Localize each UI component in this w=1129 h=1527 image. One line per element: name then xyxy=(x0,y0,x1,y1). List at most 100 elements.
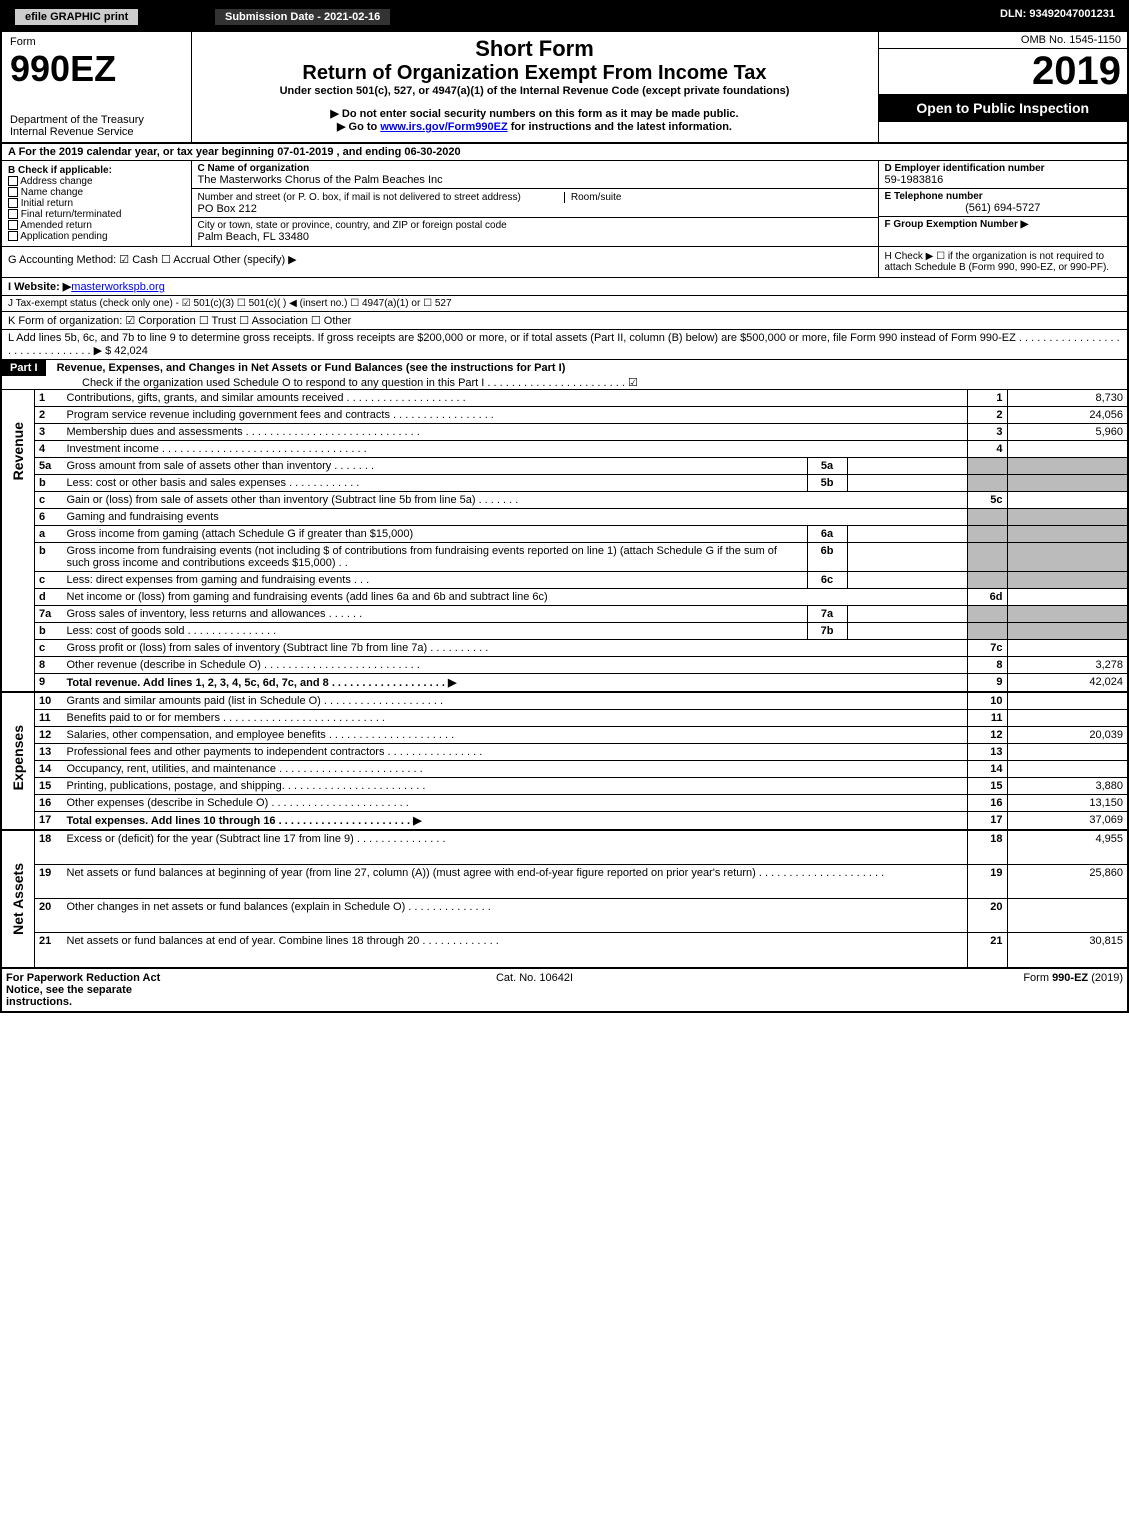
section-label: Expenses xyxy=(2,693,35,830)
E-val: (561) 694-5727 xyxy=(885,202,1122,214)
line-text: Occupancy, rent, utilities, and maintena… xyxy=(63,761,968,778)
line-num: b xyxy=(35,543,63,572)
amt-col xyxy=(1007,458,1127,475)
B-opt-1[interactable]: Name change xyxy=(8,187,185,198)
line-num: 9 xyxy=(35,674,63,693)
header-center: Short Form Return of Organization Exempt… xyxy=(191,32,878,143)
mini-amt xyxy=(847,572,967,589)
mini-amt xyxy=(847,458,967,475)
C-name: The Masterworks Chorus of the Palm Beach… xyxy=(198,174,872,186)
ref-col: 7c xyxy=(967,640,1007,657)
line-text: Grants and similar amounts paid (list in… xyxy=(63,693,968,710)
open-inspection: Open to Public Inspection xyxy=(879,94,1128,122)
line-num: 11 xyxy=(35,710,63,727)
amt-col xyxy=(1007,761,1127,778)
line-num: c xyxy=(35,640,63,657)
ref-col xyxy=(967,509,1007,526)
line-num: 18 xyxy=(35,831,63,864)
line-num: 19 xyxy=(35,864,63,898)
part1-check: Check if the organization used Schedule … xyxy=(2,376,1127,389)
part1-label: Part I xyxy=(2,360,46,376)
ref-col: 2 xyxy=(967,407,1007,424)
amt-col: 42,024 xyxy=(1007,674,1127,693)
line-num: 20 xyxy=(35,899,63,933)
amt-col xyxy=(1007,640,1127,657)
line-text: Net assets or fund balances at end of ye… xyxy=(63,933,968,967)
amt-col xyxy=(1007,744,1127,761)
amt-col: 3,880 xyxy=(1007,778,1127,795)
ref-col: 3 xyxy=(967,424,1007,441)
line-num: 14 xyxy=(35,761,63,778)
amt-col xyxy=(1007,441,1127,458)
C-room-label: Room/suite xyxy=(564,192,622,203)
line-num: 12 xyxy=(35,727,63,744)
amt-col xyxy=(1007,543,1127,572)
subtitle-1: Under section 501(c), 527, or 4947(a)(1)… xyxy=(200,85,870,97)
line-text: Net assets or fund balances at beginning… xyxy=(63,864,968,898)
ref-col: 12 xyxy=(967,727,1007,744)
website-link[interactable]: masterworkspb.org xyxy=(71,281,165,293)
B-opt-4[interactable]: Amended return xyxy=(8,220,185,231)
line-num: c xyxy=(35,492,63,509)
irs-link[interactable]: www.irs.gov/Form990EZ xyxy=(380,121,507,133)
line-text: Total revenue. Add lines 1, 2, 3, 4, 5c,… xyxy=(63,674,968,693)
amt-col: 8,730 xyxy=(1007,390,1127,407)
B-opt-5[interactable]: Application pending xyxy=(8,231,185,242)
C-city-label: City or town, state or province, country… xyxy=(198,220,872,231)
line-text: Net income or (loss) from gaming and fun… xyxy=(63,589,968,606)
line-text: Gross profit or (loss) from sales of inv… xyxy=(63,640,968,657)
ref-col: 6d xyxy=(967,589,1007,606)
ref-col: 14 xyxy=(967,761,1007,778)
line-text: Investment income . . . . . . . . . . . … xyxy=(63,441,968,458)
line-num: 15 xyxy=(35,778,63,795)
line-text: Total expenses. Add lines 10 through 16 … xyxy=(63,812,968,831)
B-opt-0[interactable]: Address change xyxy=(8,176,185,187)
ref-col xyxy=(967,458,1007,475)
line-num: 2 xyxy=(35,407,63,424)
ref-col: 13 xyxy=(967,744,1007,761)
submission-date-button[interactable]: Submission Date - 2021-02-16 xyxy=(214,8,391,26)
line-text: Benefits paid to or for members . . . . … xyxy=(63,710,968,727)
ref-col: 21 xyxy=(967,933,1007,967)
line-text: Excess or (deficit) for the year (Subtra… xyxy=(63,831,968,864)
ref-col: 19 xyxy=(967,864,1007,898)
B-opt-2[interactable]: Initial return xyxy=(8,198,185,209)
line-L: L Add lines 5b, 6c, and 7b to line 9 to … xyxy=(1,330,1128,360)
ref-col xyxy=(967,572,1007,589)
block-B: B Check if applicable: Address change Na… xyxy=(1,161,191,247)
efile-print-button[interactable]: efile GRAPHIC print xyxy=(14,8,139,26)
mini-ref: 6b xyxy=(807,543,847,572)
line-A: A For the 2019 calendar year, or tax yea… xyxy=(1,143,1128,161)
amt-col: 13,150 xyxy=(1007,795,1127,812)
mini-amt xyxy=(847,526,967,543)
amt-col: 4,955 xyxy=(1007,831,1127,864)
block-DEF: D Employer identification number 59-1983… xyxy=(878,161,1128,247)
line-text: Gross amount from sale of assets other t… xyxy=(63,458,808,475)
B-opt-3[interactable]: Final return/terminated xyxy=(8,209,185,220)
amt-col xyxy=(1007,526,1127,543)
ref-col: 17 xyxy=(967,812,1007,831)
mini-ref: 5a xyxy=(807,458,847,475)
line-text: Gaming and fundraising events xyxy=(63,509,968,526)
ref-col: 11 xyxy=(967,710,1007,727)
ref-col: 8 xyxy=(967,657,1007,674)
subtitle-3: ▶ Go to www.irs.gov/Form990EZ for instru… xyxy=(200,120,870,133)
amt-col xyxy=(1007,606,1127,623)
C-street-label: Number and street (or P. O. box, if mail… xyxy=(198,192,521,203)
amt-col: 3,278 xyxy=(1007,657,1127,674)
line-num: 8 xyxy=(35,657,63,674)
ref-col: 5c xyxy=(967,492,1007,509)
irs-text: Internal Revenue Service xyxy=(10,126,183,138)
mini-amt xyxy=(847,606,967,623)
ref-col xyxy=(967,543,1007,572)
line-num: 3 xyxy=(35,424,63,441)
line-num: 6 xyxy=(35,509,63,526)
C-street: PO Box 212 xyxy=(198,203,872,215)
line-text: Gain or (loss) from sale of assets other… xyxy=(63,492,968,509)
header-left: Form 990EZ Department of the Treasury In… xyxy=(1,32,191,143)
line-num: c xyxy=(35,572,63,589)
line-num: 5a xyxy=(35,458,63,475)
ref-col: 9 xyxy=(967,674,1007,693)
amt-col: 24,056 xyxy=(1007,407,1127,424)
line-G: G Accounting Method: ☑ Cash ☐ Accrual Ot… xyxy=(1,247,878,278)
